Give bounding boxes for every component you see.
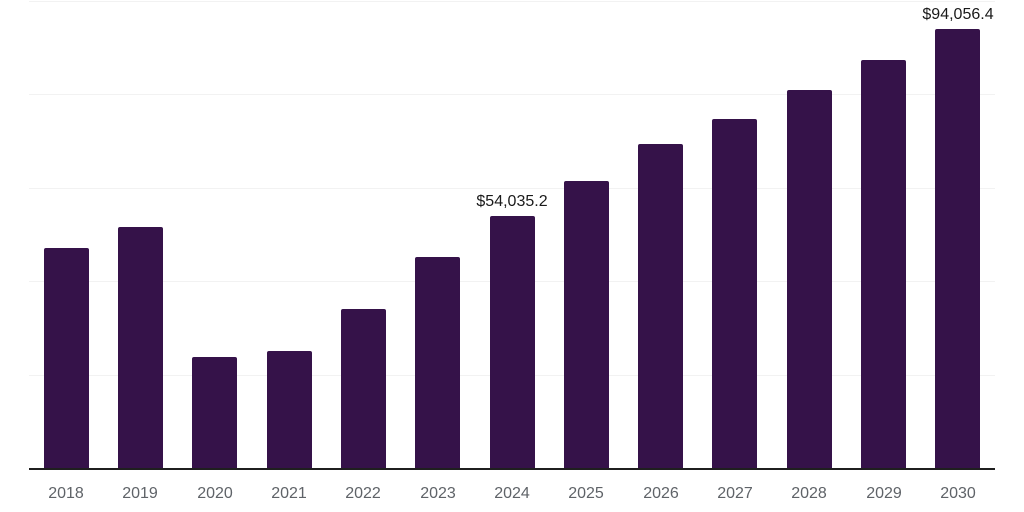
bar-2027[interactable]: [712, 119, 757, 468]
x-tick-2024: 2024: [494, 485, 530, 502]
value-label-2024: $54,035.2: [476, 193, 548, 210]
bar-2029[interactable]: [861, 60, 906, 468]
bar-2025[interactable]: [564, 181, 609, 468]
x-tick-2018: 2018: [48, 485, 84, 502]
x-tick-2025: 2025: [568, 485, 604, 502]
x-tick-2020: 2020: [197, 485, 233, 502]
x-tick-2023: 2023: [420, 485, 456, 502]
bar-2026[interactable]: [638, 144, 683, 468]
gridline-80000: [29, 94, 995, 95]
gridline-100000: [29, 1, 995, 2]
x-tick-2030: 2030: [940, 485, 976, 502]
x-axis-line: [29, 468, 995, 470]
bar-2019[interactable]: [118, 227, 163, 468]
bar-2020[interactable]: [192, 357, 237, 468]
bar-2024[interactable]: [490, 216, 535, 468]
x-tick-2022: 2022: [345, 485, 381, 502]
x-tick-2021: 2021: [271, 485, 307, 502]
value-label-2030: $94,056.4: [922, 6, 994, 23]
bar-2018[interactable]: [44, 248, 89, 468]
x-tick-2027: 2027: [717, 485, 753, 502]
bar-2030[interactable]: [935, 29, 980, 468]
x-tick-2019: 2019: [122, 485, 158, 502]
bar-2022[interactable]: [341, 309, 386, 468]
x-tick-2026: 2026: [643, 485, 679, 502]
bar-2023[interactable]: [415, 257, 460, 468]
x-tick-2029: 2029: [866, 485, 902, 502]
bar-2028[interactable]: [787, 90, 832, 468]
bar-2021[interactable]: [267, 351, 312, 468]
gridline-60000: [29, 188, 995, 189]
x-tick-2028: 2028: [791, 485, 827, 502]
